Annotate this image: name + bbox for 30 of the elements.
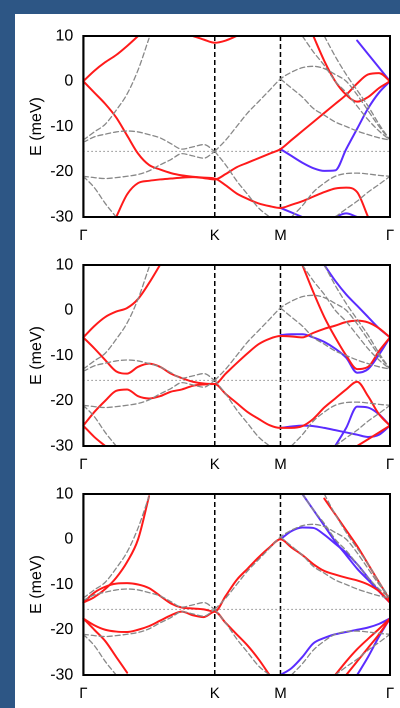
y-axis-title: E (meV) bbox=[28, 555, 46, 614]
y-tick-label: -20 bbox=[50, 392, 74, 410]
y-tick-label: 10 bbox=[56, 256, 74, 274]
y-tick-label: -20 bbox=[50, 163, 74, 180]
y-tick-label: -10 bbox=[50, 576, 74, 593]
y-tick-label: 0 bbox=[64, 302, 74, 319]
y-tick-label: -10 bbox=[50, 118, 74, 135]
x-tick-label: M bbox=[274, 685, 287, 702]
x-tick-label: K bbox=[210, 456, 220, 474]
x-tick-label: Γ bbox=[79, 685, 88, 702]
y-tick-label: -30 bbox=[50, 208, 74, 226]
x-tick-label: K bbox=[210, 227, 220, 244]
y-tick-label: -10 bbox=[50, 346, 74, 364]
y-tick-label: 10 bbox=[56, 485, 74, 502]
x-tick-label: M bbox=[274, 456, 287, 474]
x-tick-label: M bbox=[274, 227, 287, 244]
y-axis-title: E (meV) bbox=[28, 97, 46, 156]
x-tick-label: Γ bbox=[386, 227, 394, 244]
y-axis-title: E (meV) bbox=[28, 326, 46, 385]
y-tick-label: -30 bbox=[50, 437, 74, 454]
x-tick-label: Γ bbox=[386, 685, 394, 702]
x-tick-label: Γ bbox=[386, 456, 394, 474]
x-tick-label: Γ bbox=[79, 456, 88, 474]
y-tick-label: -30 bbox=[50, 666, 74, 684]
y-tick-label: -20 bbox=[50, 621, 74, 638]
y-tick-label: 0 bbox=[64, 530, 74, 548]
x-tick-label: Γ bbox=[79, 227, 88, 244]
y-tick-label: 10 bbox=[56, 27, 74, 44]
x-tick-label: K bbox=[210, 685, 220, 702]
y-tick-label: 0 bbox=[64, 72, 74, 90]
